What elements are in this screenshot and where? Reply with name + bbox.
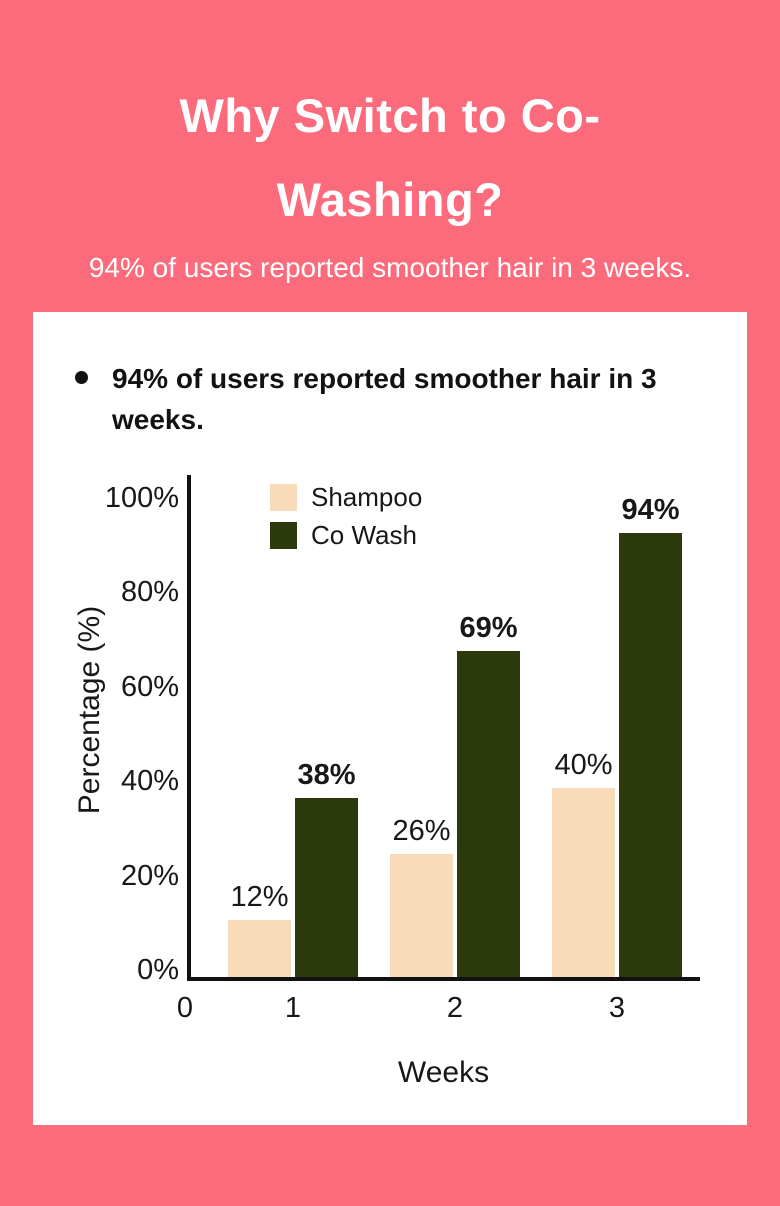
bar-value-label: 94% bbox=[621, 494, 680, 526]
bar-value-label: 12% bbox=[230, 881, 289, 913]
y-tick-label: 60% bbox=[120, 670, 179, 703]
x-tick-label: 2 bbox=[446, 992, 464, 1024]
bar-value-label: 26% bbox=[392, 815, 451, 847]
legend-swatch-co-wash bbox=[270, 521, 297, 549]
bar-value-label: 40% bbox=[554, 749, 613, 781]
bar-co-wash-week-3 bbox=[619, 533, 682, 977]
legend-swatch-shampoo bbox=[270, 483, 297, 511]
bar-co-wash-week-2 bbox=[457, 651, 520, 977]
header: Why Switch to Co-Washing? 94% of users r… bbox=[0, 0, 780, 286]
x-axis-line bbox=[187, 977, 700, 981]
page-subtitle: 94% of users reported smoother hair in 3… bbox=[88, 252, 692, 283]
page-title: Why Switch to Co-Washing? bbox=[179, 89, 601, 226]
x-tick-label-origin: 0 bbox=[176, 992, 194, 1024]
bar-co-wash-week-1 bbox=[295, 798, 358, 977]
y-tick-label: 80% bbox=[120, 576, 179, 609]
x-tick-label: 1 bbox=[284, 992, 302, 1024]
y-tick-label: 20% bbox=[120, 859, 179, 892]
x-axis-title: Weeks bbox=[397, 1056, 490, 1089]
y-axis-line bbox=[187, 475, 191, 981]
bullet-dot-icon bbox=[75, 371, 88, 384]
y-tick-label: 100% bbox=[104, 482, 179, 514]
legend-label: Co Wash bbox=[311, 520, 417, 550]
bullet-text: 94% of users reported smoother hair in 3… bbox=[112, 363, 657, 435]
bar-value-label: 38% bbox=[297, 759, 356, 791]
bar-shampoo-week-3 bbox=[552, 788, 615, 977]
content-card: 94% of users reported smoother hair in 3… bbox=[33, 312, 747, 1125]
bar-chart: 0% 20% 40% 60% 80% 100% 12% 26% 40% 38% 69% 94% 0 1 2 3… bbox=[33, 312, 747, 1125]
y-tick-label: 40% bbox=[120, 765, 179, 798]
bullet-item: 94% of users reported smoother hair in 3… bbox=[75, 358, 722, 440]
legend-label: Shampoo bbox=[311, 482, 423, 512]
legend-item: Co Wash bbox=[270, 518, 417, 552]
bar-shampoo-week-2 bbox=[390, 854, 453, 977]
x-tick-label: 3 bbox=[608, 992, 626, 1024]
y-axis-title: Percentage (%) bbox=[73, 605, 106, 815]
bar-shampoo-week-1 bbox=[228, 920, 291, 977]
y-tick-label: 0% bbox=[137, 954, 179, 986]
bar-value-label: 69% bbox=[459, 612, 518, 644]
legend-item: Shampoo bbox=[270, 480, 422, 514]
